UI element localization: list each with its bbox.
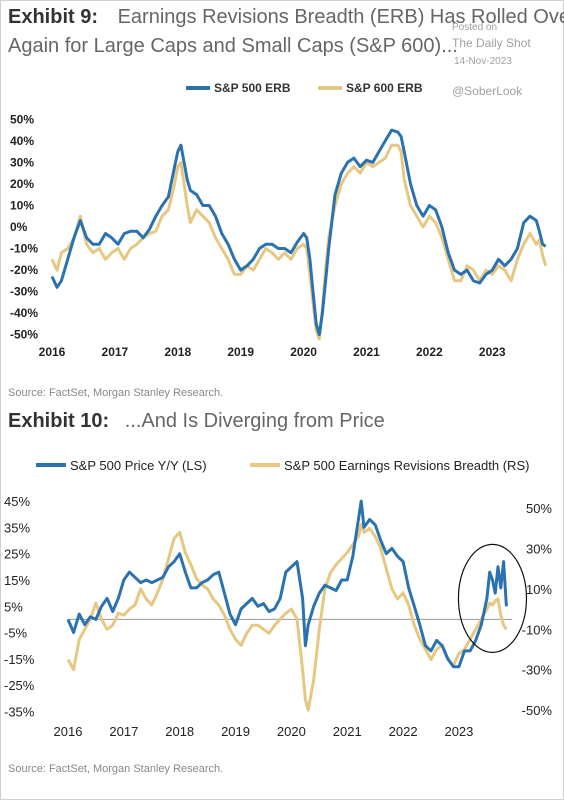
y-right-tick-label: 50% (526, 501, 552, 516)
exhibit10-source: Source: FactSet, Morgan Stanley Research… (8, 763, 224, 775)
y-right-tick-label: -30% (522, 663, 553, 678)
watermark-posted-on: Posted on (452, 22, 498, 33)
y-tick-label: -10% (10, 242, 38, 256)
y-left-tick-label: 5% (4, 599, 23, 614)
y-right-tick-label: -10% (522, 622, 553, 637)
exhibit9-label: Exhibit 9: (8, 6, 99, 28)
erb-chart: S&P 500 ERB S&P 600 ERB 50% 40% 30% 20% 10% 0% -… (10, 81, 548, 359)
watermark-date: 14-Nov-2023 (454, 56, 512, 67)
legend-label: S&P 500 ERB (214, 81, 291, 95)
y-right-tick-label: 30% (526, 542, 552, 557)
y-tick-label: -30% (10, 285, 38, 299)
series-line (50, 143, 548, 341)
y-tick-label: 30% (10, 155, 34, 169)
x-tick-label: 2020 (290, 345, 317, 359)
price-vs-erb-chart: S&P 500 Price Y/Y (LS) S&P 500 Earnings R… (4, 458, 553, 739)
x-tick-label: 2019 (221, 724, 250, 739)
series-line (66, 499, 508, 669)
x-tick-label: 2023 (444, 724, 473, 739)
y-tick-label: 40% (10, 134, 34, 148)
y-tick-label: 20% (10, 177, 34, 191)
highlight-circle (457, 543, 528, 653)
x-tick-label: 2019 (227, 345, 254, 359)
x-tick-label: 2017 (109, 724, 138, 739)
exhibit9-title-text: Earnings Revisions Breadth (ERB) Has Rol… (117, 6, 564, 28)
exhibit9-title-line1: Exhibit 9: Earnings Revisions Breadth (E… (8, 6, 564, 29)
y-left-tick-label: -35% (4, 704, 35, 719)
exhibit10-title: Exhibit 10: ...And Is Diverging from Pri… (8, 410, 385, 433)
x-tick-label: 2016 (54, 724, 83, 739)
y-left-tick-label: -5% (4, 626, 28, 641)
exhibit9-source: Source: FactSet, Morgan Stanley Research… (8, 387, 224, 399)
watermark-handle: @SoberLook (452, 84, 523, 98)
y-left-tick-label: -15% (4, 652, 35, 667)
x-tick-label: 2021 (353, 345, 380, 359)
legend-label: S&P 500 Price Y/Y (LS) (70, 458, 207, 473)
x-tick-label: 2023 (479, 345, 506, 359)
y-right-tick-label: -50% (522, 703, 553, 718)
y-left-tick-label: 25% (4, 547, 30, 562)
exhibit10-label: Exhibit 10: (8, 410, 110, 432)
watermark-site: The Daily Shot (452, 36, 531, 50)
y-left-tick-label: -25% (4, 678, 35, 693)
y-right-tick-label: 10% (526, 582, 552, 597)
x-tick-label: 2017 (102, 345, 129, 359)
y-tick-label: 50% (10, 112, 34, 126)
exhibit9-title-line2: Again for Large Caps and Small Caps (S&P… (8, 35, 458, 58)
legend-label: S&P 600 ERB (346, 81, 423, 95)
y-left-tick-label: 35% (4, 520, 30, 535)
x-tick-label: 2022 (389, 724, 418, 739)
series-line (66, 522, 508, 712)
x-tick-label: 2020 (277, 724, 306, 739)
exhibit9-title-text2: Again for Large Caps and Small Caps (S&P… (8, 35, 458, 57)
y-left-tick-label: 45% (4, 494, 30, 509)
x-tick-label: 2021 (333, 724, 362, 739)
x-tick-label: 2022 (416, 345, 443, 359)
y-left-tick-label: 15% (4, 573, 30, 588)
legend-label: S&P 500 Earnings Revisions Breadth (RS) (284, 458, 529, 473)
y-tick-label: -40% (10, 306, 38, 320)
exhibit10-title-text: ...And Is Diverging from Price (124, 410, 385, 432)
series-line (50, 128, 547, 337)
x-tick-label: 2016 (39, 345, 66, 359)
y-tick-label: 0% (10, 220, 28, 234)
y-tick-label: 10% (10, 198, 34, 212)
y-tick-label: -20% (10, 263, 38, 277)
x-tick-label: 2018 (164, 345, 191, 359)
y-tick-label: -50% (10, 328, 38, 342)
x-tick-label: 2018 (165, 724, 194, 739)
